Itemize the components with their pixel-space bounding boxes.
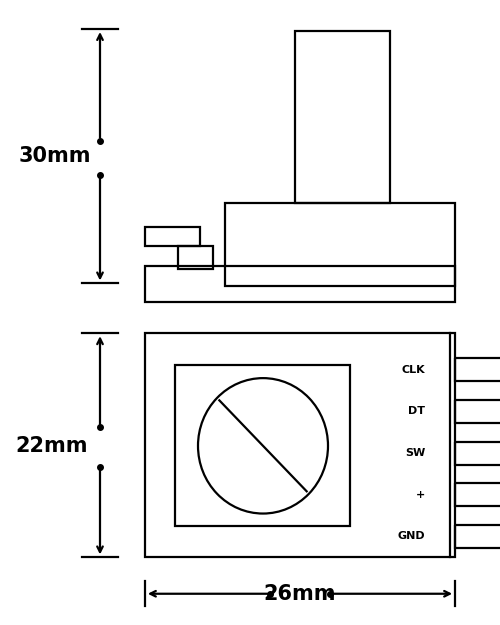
Text: CLK: CLK xyxy=(402,365,425,375)
Bar xyxy=(455,400,500,423)
Bar xyxy=(175,364,350,526)
Text: 26mm: 26mm xyxy=(264,584,336,604)
Text: 22mm: 22mm xyxy=(16,436,88,456)
Bar xyxy=(295,31,390,203)
Bar xyxy=(145,227,200,246)
Bar xyxy=(145,333,455,558)
Text: SW: SW xyxy=(405,448,425,458)
Text: GND: GND xyxy=(398,531,425,541)
Bar xyxy=(455,358,500,381)
Bar xyxy=(455,483,500,506)
Bar xyxy=(178,246,213,269)
Bar xyxy=(225,203,455,286)
Text: DT: DT xyxy=(408,406,425,416)
Bar xyxy=(455,442,500,464)
Text: 30mm: 30mm xyxy=(19,146,91,166)
Bar xyxy=(455,525,500,548)
Bar xyxy=(145,266,455,302)
Text: +: + xyxy=(416,490,425,500)
